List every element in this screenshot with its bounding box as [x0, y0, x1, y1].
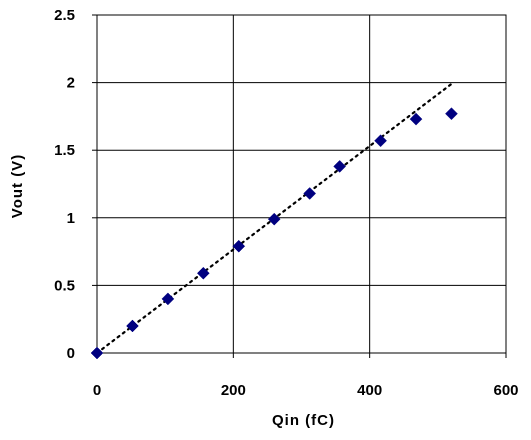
data-point — [409, 112, 423, 126]
data-point — [333, 160, 347, 173]
data-point — [303, 187, 317, 200]
plot-area — [96, 14, 507, 354]
data-point — [445, 107, 458, 121]
data-point — [161, 292, 175, 306]
y-tick-label: 2.5 — [54, 7, 75, 24]
y-tick-label: 0 — [67, 345, 75, 362]
data-point — [374, 134, 387, 148]
data-point — [267, 212, 281, 226]
y-axis-title: Vout (V) — [9, 154, 26, 218]
grid-lines — [96, 14, 507, 354]
x-axis-title: Qin (fC) — [272, 412, 335, 429]
x-tick-label: 0 — [93, 382, 101, 399]
y-tick-label: 1.5 — [54, 142, 75, 159]
data-point — [232, 239, 246, 253]
data-points — [90, 107, 458, 360]
y-tick-label: 0.5 — [54, 277, 75, 294]
data-point — [126, 319, 139, 333]
data-point — [196, 266, 210, 280]
y-tick-label: 2 — [67, 75, 75, 92]
x-tick-label: 600 — [493, 382, 518, 399]
axis-ticks: 0 200 400 600 0 0.5 1 1.5 2 2.5 — [54, 7, 518, 399]
x-tick-label: 400 — [357, 382, 382, 399]
data-point — [90, 346, 104, 360]
y-tick-label: 1 — [67, 210, 75, 227]
x-tick-label: 200 — [221, 382, 246, 399]
